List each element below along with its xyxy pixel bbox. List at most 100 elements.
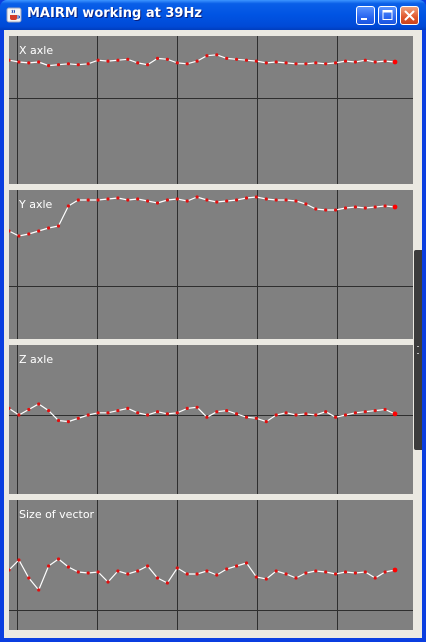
sample-point: [254, 575, 258, 579]
sample-point: [225, 409, 229, 413]
title-bar[interactable]: MAIRM working at 39Hz: [0, 0, 426, 30]
sample-point: [294, 62, 298, 66]
sample-point: [215, 573, 219, 577]
sample-point: [86, 62, 90, 66]
sample-point: [96, 198, 100, 202]
sample-point: [116, 196, 120, 200]
sample-point: [146, 413, 150, 417]
sample-point: [205, 569, 209, 573]
sample-point: [175, 61, 179, 65]
sample-point: [86, 413, 90, 417]
sample-point: [314, 569, 318, 573]
sample-point: [244, 415, 249, 419]
maximize-icon: [382, 10, 393, 20]
sample-point: [373, 576, 377, 580]
splitter-handle[interactable]: [414, 250, 422, 450]
sample-point: [37, 588, 41, 592]
chart-label-x-axle: X axle: [19, 44, 54, 57]
sample-point: [17, 60, 21, 64]
sample-point: [235, 57, 239, 61]
sample-point: [185, 62, 189, 66]
sample-point: [37, 229, 41, 233]
sample-point: [27, 61, 31, 65]
sample-point: [294, 576, 298, 580]
sample-point: [165, 581, 169, 585]
java-cup-icon[interactable]: [6, 7, 22, 23]
sample-point: [264, 61, 268, 65]
sample-point: [373, 205, 377, 209]
plot-z-axle: [9, 345, 413, 494]
sample-point: [17, 413, 21, 417]
sample-point: [284, 198, 288, 202]
sample-point: [215, 200, 219, 204]
sample-point: [392, 59, 398, 65]
sample-point: [215, 410, 219, 414]
minimize-button[interactable]: [356, 6, 375, 25]
sample-point: [9, 229, 11, 233]
sample-point: [175, 566, 179, 570]
plot-x-axle: [9, 36, 413, 184]
sample-point: [225, 56, 229, 60]
sample-point: [264, 577, 268, 581]
sample-point: [363, 570, 367, 574]
sample-point: [106, 580, 110, 584]
sample-point: [185, 572, 189, 576]
sample-point: [225, 199, 229, 203]
sample-point: [76, 63, 80, 67]
sample-point: [392, 411, 398, 417]
sample-point: [314, 207, 318, 211]
sample-point: [155, 410, 160, 414]
sample-point: [244, 561, 249, 565]
sample-point: [136, 569, 140, 573]
sample-point: [126, 406, 130, 410]
sample-point: [205, 198, 209, 202]
close-button[interactable]: [400, 6, 419, 25]
sample-point: [343, 206, 348, 210]
sample-point: [294, 413, 298, 417]
sample-point: [284, 572, 288, 576]
minimize-icon: [361, 18, 367, 20]
sample-point: [195, 405, 199, 409]
sample-point: [56, 224, 61, 228]
sample-point: [274, 60, 278, 64]
sample-point: [353, 411, 357, 415]
sample-point: [334, 572, 338, 576]
sample-point: [274, 569, 278, 573]
sample-point: [235, 564, 239, 568]
sample-point: [373, 409, 377, 413]
sample-point: [363, 410, 367, 414]
sample-point: [324, 570, 328, 574]
sample-point: [353, 205, 357, 209]
window-title: MAIRM working at 39Hz: [27, 6, 202, 21]
sample-point: [383, 59, 387, 63]
sample-point: [254, 416, 258, 420]
sample-point: [343, 59, 348, 63]
sample-point: [17, 558, 21, 562]
sample-point: [225, 567, 229, 571]
sample-point: [27, 407, 31, 412]
sample-point: [205, 54, 209, 58]
chart-size-of-vector: Size of vector: [9, 500, 413, 630]
sample-point: [9, 568, 11, 572]
sample-point: [96, 411, 100, 415]
sample-point: [314, 61, 318, 65]
sample-point: [9, 58, 11, 62]
sample-point: [304, 62, 308, 66]
sample-point: [165, 198, 169, 202]
sample-point: [195, 195, 199, 199]
sample-point: [383, 570, 387, 574]
sample-point: [165, 412, 169, 416]
sample-point: [116, 569, 120, 573]
sample-point: [56, 63, 61, 67]
maximize-button[interactable]: [378, 6, 397, 25]
sample-point: [155, 576, 160, 580]
sample-point: [76, 416, 80, 420]
sample-point: [294, 199, 298, 203]
sample-point: [27, 576, 31, 580]
sample-point: [274, 198, 278, 202]
sample-point: [9, 406, 11, 410]
sample-point: [373, 60, 377, 64]
sample-point: [146, 63, 150, 67]
sample-point: [304, 202, 308, 206]
sample-point: [47, 564, 51, 568]
